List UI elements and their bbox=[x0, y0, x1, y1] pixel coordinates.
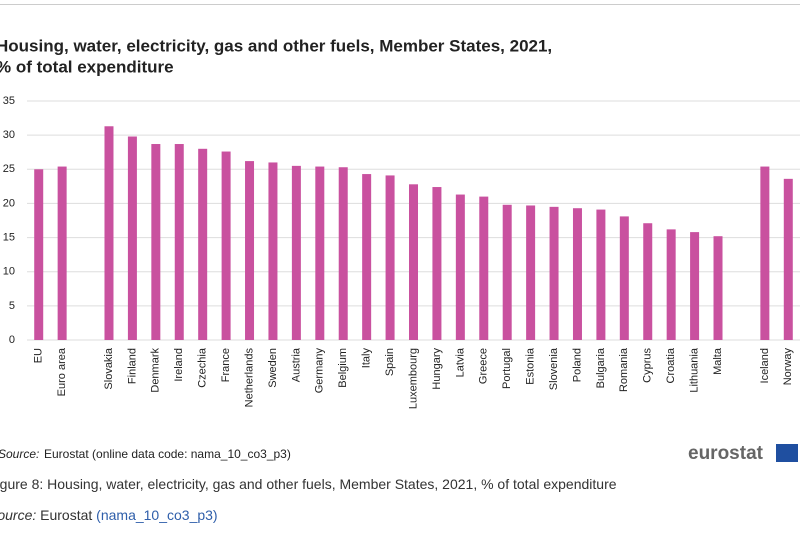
x-tick-label: Luxembourg bbox=[407, 348, 419, 409]
logo: eurostat bbox=[688, 443, 764, 464]
source-line: Source: Eurostat (nama_10_co3_p3) bbox=[0, 507, 218, 523]
chart-title: Housing, water, electricity, gas and oth… bbox=[0, 36, 552, 55]
x-tick-label: Cyprus bbox=[642, 348, 654, 383]
y-tick-label: 25 bbox=[3, 163, 15, 175]
x-tick-label: Germany bbox=[314, 348, 326, 394]
x-tick-label: Norway bbox=[782, 348, 794, 386]
bar bbox=[760, 166, 770, 340]
bar bbox=[479, 196, 489, 340]
bar bbox=[151, 144, 161, 340]
bar bbox=[690, 232, 700, 340]
bar bbox=[127, 136, 137, 340]
x-tick-label: Malta bbox=[712, 347, 724, 375]
x-tick-label: Euro area bbox=[56, 347, 68, 396]
x-tick-label: Poland bbox=[571, 348, 583, 382]
x-tick-label: Iceland bbox=[759, 348, 771, 383]
bar bbox=[268, 162, 278, 340]
bar bbox=[362, 174, 372, 340]
x-tick-label: EU bbox=[33, 348, 45, 363]
bar bbox=[409, 184, 418, 340]
bar bbox=[198, 148, 208, 340]
bar bbox=[291, 165, 301, 340]
bar bbox=[455, 194, 465, 340]
source-text: Eurostat (online data code: nama_10_co3_… bbox=[44, 447, 291, 461]
x-tick-label: Denmark bbox=[150, 348, 162, 393]
bar bbox=[315, 166, 325, 340]
bar bbox=[526, 205, 536, 340]
bar bbox=[174, 144, 184, 340]
x-tick-label: Slovakia bbox=[103, 347, 115, 389]
x-tick-label: Austria bbox=[290, 347, 302, 382]
x-tick-label: Belgium bbox=[337, 348, 349, 388]
bar bbox=[596, 209, 606, 340]
y-tick-label: 30 bbox=[3, 129, 15, 141]
bar bbox=[245, 161, 255, 340]
x-tick-label: Czechia bbox=[197, 347, 209, 388]
bar bbox=[432, 187, 442, 340]
bar bbox=[385, 175, 395, 340]
x-tick-label: Finland bbox=[126, 348, 138, 384]
x-tick-label: Hungary bbox=[431, 348, 443, 390]
chart: Housing, water, electricity, gas and oth… bbox=[0, 4, 800, 464]
x-tick-label: Ireland bbox=[173, 348, 185, 382]
bar bbox=[57, 166, 67, 340]
x-tick-label: Latvia bbox=[454, 347, 466, 377]
x-tick-label: Portugal bbox=[501, 348, 513, 389]
x-tick-label: Spain bbox=[384, 348, 396, 376]
x-tick-label: Italy bbox=[361, 348, 373, 369]
x-tick-label: Greece bbox=[478, 348, 490, 384]
logo-flag bbox=[776, 444, 798, 462]
x-tick-label: Bulgaria bbox=[595, 347, 607, 388]
caption: Figure 8: Housing, water, electricity, g… bbox=[0, 476, 617, 492]
bar bbox=[502, 204, 512, 340]
y-tick-label: 15 bbox=[3, 231, 15, 243]
x-tick-label: Croatia bbox=[665, 347, 677, 383]
bar bbox=[713, 236, 723, 340]
source-label: Source: bbox=[0, 507, 37, 523]
y-tick-label: 5 bbox=[9, 300, 15, 312]
bar bbox=[783, 178, 793, 340]
source-link[interactable]: (nama_10_co3_p3) bbox=[96, 507, 218, 523]
bar bbox=[619, 216, 629, 340]
source-label: Source: bbox=[0, 447, 39, 461]
bar bbox=[549, 206, 559, 340]
x-tick-label: Netherlands bbox=[243, 348, 255, 408]
bar bbox=[221, 151, 231, 340]
source-text: Eurostat bbox=[40, 507, 93, 523]
x-tick-label: Slovenia bbox=[548, 347, 560, 390]
bar bbox=[666, 229, 676, 340]
x-tick-label: Estonia bbox=[525, 347, 537, 385]
x-tick-label: Romania bbox=[618, 347, 630, 392]
x-tick-label: Sweden bbox=[267, 348, 279, 388]
y-tick-label: 0 bbox=[9, 334, 15, 346]
x-tick-label: Lithuania bbox=[688, 347, 700, 393]
bar bbox=[572, 208, 582, 340]
y-tick-label: 35 bbox=[3, 95, 15, 107]
y-tick-label: 20 bbox=[3, 197, 15, 209]
bar bbox=[338, 167, 348, 340]
y-tick-label: 10 bbox=[3, 266, 15, 278]
bar bbox=[104, 126, 114, 340]
bar bbox=[34, 169, 44, 340]
bar bbox=[643, 223, 653, 340]
chart-title: % of total expenditure bbox=[0, 57, 174, 76]
x-tick-label: France bbox=[220, 348, 232, 382]
